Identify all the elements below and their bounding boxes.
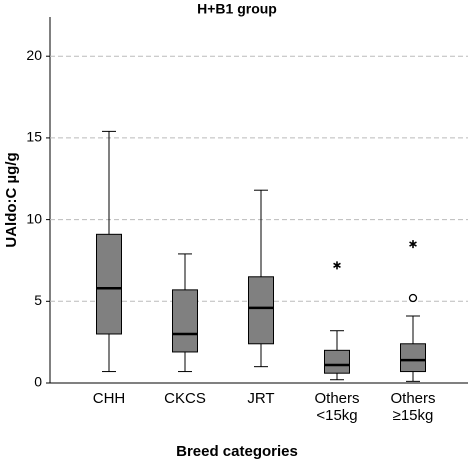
y-tick-label: 15 xyxy=(26,129,42,145)
x-tick-label: Others <15kg xyxy=(314,390,360,424)
y-axis-label: UAldo:C µg/g xyxy=(3,152,20,247)
x-tick-label: CKCS xyxy=(164,390,206,407)
box xyxy=(248,276,274,345)
box xyxy=(400,343,426,373)
extreme xyxy=(333,261,341,270)
extreme xyxy=(409,240,417,249)
x-tick-label: CHH xyxy=(92,390,126,407)
y-tick-label: 5 xyxy=(34,292,42,308)
outlier xyxy=(408,293,418,303)
box xyxy=(172,289,198,353)
x-tick-label: Others ≥15kg xyxy=(390,390,436,424)
box xyxy=(324,349,350,374)
y-tick-label: 0 xyxy=(34,374,42,390)
x-axis-label: Breed categories xyxy=(176,443,298,460)
chart-title: H+B1 group xyxy=(197,1,277,17)
x-tick-label: JRT xyxy=(247,390,275,407)
y-tick-label: 20 xyxy=(26,47,42,63)
box xyxy=(96,233,122,335)
y-tick-label: 10 xyxy=(26,210,42,226)
